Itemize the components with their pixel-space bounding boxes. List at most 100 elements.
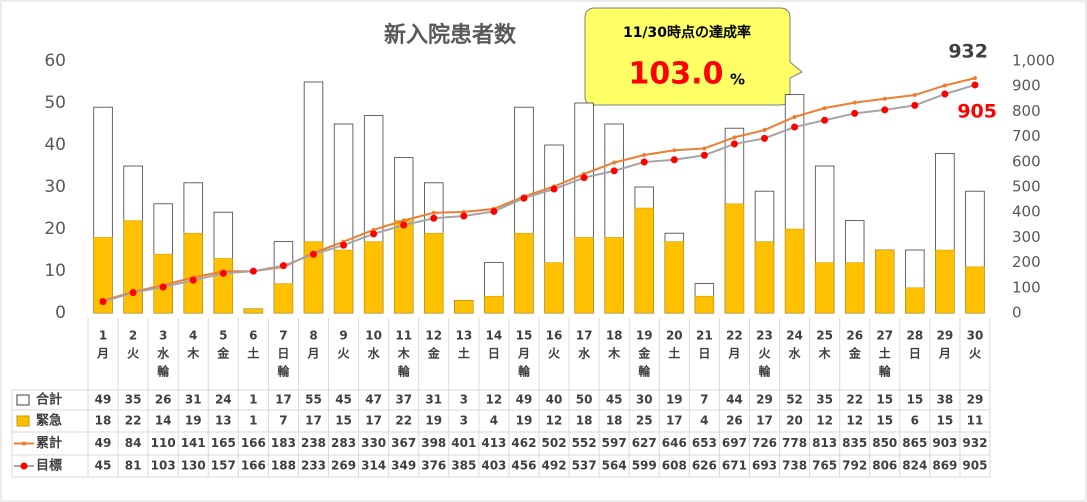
bar bbox=[123, 220, 143, 314]
table-value: 17 bbox=[305, 414, 322, 428]
category-day: 3 bbox=[159, 329, 167, 343]
y-tick-label: 0 bbox=[55, 303, 66, 323]
table-value: 15 bbox=[937, 414, 954, 428]
table-value: 6 bbox=[911, 414, 919, 428]
table-value: 238 bbox=[301, 436, 326, 450]
table-value: 45 bbox=[606, 393, 623, 407]
y-tick-label: 20 bbox=[44, 219, 66, 239]
y2-tick-label: 300 bbox=[1012, 228, 1041, 246]
line-marker bbox=[249, 267, 257, 275]
category-day: 22 bbox=[726, 329, 743, 343]
line-marker bbox=[732, 135, 737, 140]
table-value: 597 bbox=[602, 436, 627, 450]
y2-tick-label: 700 bbox=[1012, 127, 1041, 145]
table-value: 12 bbox=[546, 414, 563, 428]
legend-label: 累計 bbox=[36, 435, 62, 451]
category-weekday: 土 bbox=[879, 346, 891, 361]
category-day: 6 bbox=[249, 329, 257, 343]
category-weekday: 月 bbox=[517, 347, 530, 361]
bar bbox=[875, 249, 895, 314]
category-day: 23 bbox=[756, 329, 773, 343]
callout-title: 11/30時点の達成率 bbox=[623, 24, 751, 41]
table-value: 903 bbox=[932, 436, 957, 450]
table-value: 4 bbox=[490, 414, 498, 428]
table-value: 13 bbox=[215, 414, 232, 428]
y2-tick-label: 800 bbox=[1012, 102, 1041, 120]
bar bbox=[514, 232, 534, 314]
table-value: 35 bbox=[125, 393, 142, 407]
legend-marker bbox=[22, 441, 26, 446]
category-weekday: 水 bbox=[368, 346, 381, 361]
table-value: 626 bbox=[692, 459, 717, 473]
category-weekday: 木 bbox=[397, 346, 411, 361]
category-day: 21 bbox=[696, 329, 713, 343]
table-value: 330 bbox=[361, 436, 386, 450]
table-value: 24 bbox=[215, 393, 232, 407]
table-value: 22 bbox=[395, 414, 412, 428]
line-marker bbox=[370, 230, 378, 238]
table-value: 349 bbox=[391, 459, 416, 473]
y2-tick-label: 1,000 bbox=[1012, 52, 1055, 70]
line-marker bbox=[762, 128, 767, 133]
y-tick-label: 60 bbox=[44, 51, 66, 71]
line-marker bbox=[941, 90, 949, 98]
category-weekday: 日 bbox=[698, 347, 710, 361]
table-value: 646 bbox=[662, 436, 687, 450]
category-weekday: 土 bbox=[668, 346, 680, 361]
bar bbox=[845, 262, 865, 314]
category-weekday: 土 bbox=[247, 346, 259, 361]
table-value: 14 bbox=[155, 414, 172, 428]
y2-tick-label: 400 bbox=[1012, 203, 1041, 221]
category-day: 14 bbox=[486, 329, 503, 343]
line-marker bbox=[401, 218, 406, 223]
bar bbox=[965, 266, 985, 314]
table-value: 22 bbox=[846, 393, 863, 407]
line-marker bbox=[219, 269, 227, 277]
line-marker bbox=[911, 101, 919, 109]
table-value: 12 bbox=[816, 414, 833, 428]
bar bbox=[303, 241, 324, 314]
table-value: 17 bbox=[756, 414, 773, 428]
category-day: 28 bbox=[906, 329, 923, 343]
table-value: 3 bbox=[460, 414, 468, 428]
line-marker bbox=[882, 96, 887, 101]
table-value: 552 bbox=[572, 436, 597, 450]
table-value: 84 bbox=[125, 436, 142, 450]
bar bbox=[424, 232, 444, 314]
table-value: 492 bbox=[542, 459, 567, 473]
table-value: 165 bbox=[211, 436, 236, 450]
category-day: 30 bbox=[967, 329, 984, 343]
table-value: 792 bbox=[842, 459, 867, 473]
table-value: 4 bbox=[700, 414, 708, 428]
category-weekday: 火 bbox=[127, 347, 140, 361]
line-marker bbox=[971, 81, 979, 89]
table-value: 502 bbox=[542, 436, 567, 450]
table-value: 697 bbox=[722, 436, 747, 450]
category-weekday: 木 bbox=[818, 346, 832, 361]
table-value: 31 bbox=[185, 393, 202, 407]
category-weekday: 土 bbox=[458, 346, 470, 361]
category-day: 24 bbox=[786, 329, 803, 343]
table-value: 103 bbox=[151, 459, 176, 473]
line-marker bbox=[279, 262, 287, 270]
line-marker bbox=[912, 93, 917, 98]
table-value: 765 bbox=[812, 459, 837, 473]
bar bbox=[454, 300, 474, 314]
bar bbox=[93, 237, 113, 314]
category-note: 輪 bbox=[879, 364, 892, 379]
table-value: 269 bbox=[331, 459, 356, 473]
bar bbox=[183, 232, 203, 314]
table-value: 462 bbox=[511, 436, 536, 450]
category-weekday: 日 bbox=[277, 347, 289, 361]
table-value: 7 bbox=[700, 393, 708, 407]
table-value: 25 bbox=[636, 414, 653, 428]
table-value: 15 bbox=[906, 393, 923, 407]
table-value: 456 bbox=[511, 459, 536, 473]
table-value: 3 bbox=[460, 393, 468, 407]
table-value: 35 bbox=[816, 393, 833, 407]
line-marker bbox=[610, 167, 618, 175]
category-day: 18 bbox=[606, 329, 623, 343]
table-value: 188 bbox=[271, 459, 296, 473]
line-marker bbox=[642, 152, 647, 157]
